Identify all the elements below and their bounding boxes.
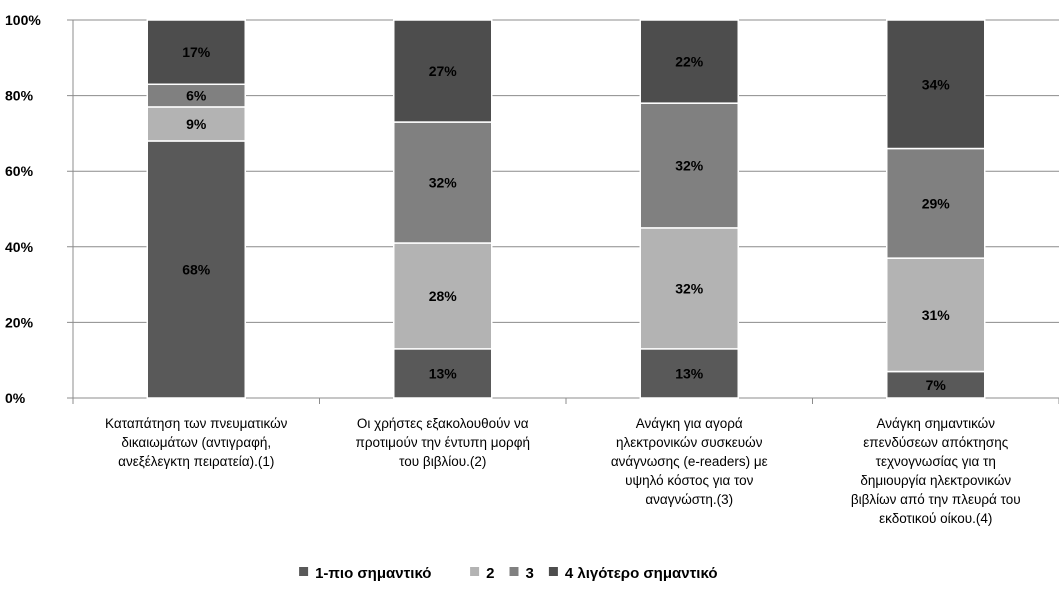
bar-segment: [639, 348, 739, 399]
y-tick-label: 20%: [5, 314, 34, 330]
bar-segment: [639, 102, 739, 229]
data-label: 22%: [675, 54, 704, 70]
x-category-label: ηλεκτρονικών συσκευών: [616, 435, 763, 450]
data-label: 13%: [675, 365, 704, 381]
bar-segment: [886, 147, 986, 259]
y-tick-label: 80%: [5, 88, 34, 104]
x-category-label: Ανάγκη για αγορά: [636, 416, 743, 431]
x-category-label: επενδύσεων απόκτησης: [863, 435, 1008, 450]
x-category-label: τεχνογνωσίας για τη: [876, 454, 996, 469]
data-label: 32%: [675, 280, 704, 296]
y-tick-label: 40%: [5, 239, 34, 255]
bar-segment: [393, 19, 493, 123]
data-labels-group: 68% 9% 6% 17% 13% 28% 32% 27% 13% 32% 32% 22% 7% 31% 2…: [182, 44, 950, 393]
bar-segment: [393, 121, 493, 244]
bar-segment: [146, 106, 246, 142]
legend: 1-πιο σημαντικό 2 3 4 λιγότερο σημαντικό: [299, 565, 717, 582]
bar-segment: [886, 257, 986, 373]
data-label: 29%: [922, 195, 951, 211]
data-label: 32%: [429, 175, 458, 191]
x-category-label: του βιβλίου.(2): [399, 454, 486, 469]
bar-segment: [639, 227, 739, 350]
legend-label: 3: [526, 565, 534, 582]
legend-label: 4 λιγότερο σημαντικό: [565, 565, 718, 582]
x-category-label: βιβλίων από την πλευρά του: [851, 492, 1021, 507]
bar-segment: [393, 242, 493, 350]
x-category-label: υψηλό κόστος για τον: [625, 473, 754, 488]
legend-label: 1-πιο σημαντικό: [315, 565, 431, 582]
data-label: 7%: [926, 377, 947, 393]
x-category-label: δημιουργία ηλεκτρονικών: [860, 473, 1011, 488]
x-category-label: ανεξέλεγκτη πειρατεία).(1): [118, 454, 274, 469]
legend-swatch: [509, 567, 519, 576]
data-label: 17%: [182, 44, 211, 60]
y-tick-label: 60%: [5, 163, 34, 179]
y-tick-label: 100%: [5, 12, 41, 28]
y-tick-label: 0%: [5, 390, 26, 406]
x-category-label: εκδοτικού οίκου.(4): [879, 511, 992, 526]
legend-swatch: [548, 567, 558, 576]
y-axis: 0% 20% 40% 60% 80% 100%: [5, 12, 74, 406]
bars-group: [146, 19, 986, 399]
bar-segment: [886, 370, 986, 399]
x-axis: Καταπάτηση των πνευματικών δικαιωμάτων (α…: [72, 398, 1059, 526]
bar-segment: [393, 348, 493, 399]
x-category-label: αναγνώστη.(3): [645, 492, 733, 507]
data-label: 34%: [922, 76, 951, 92]
bar-segment: [639, 19, 739, 104]
data-label: 31%: [922, 307, 951, 323]
data-label: 27%: [429, 63, 458, 79]
legend-swatch: [470, 567, 480, 576]
x-category-label: δικαιωμάτων (αντιγραφή,: [121, 435, 271, 450]
data-label: 28%: [429, 288, 458, 304]
legend-swatch: [299, 567, 309, 576]
bar-segment: [886, 19, 986, 150]
data-label: 13%: [429, 365, 458, 381]
legend-label: 2: [486, 565, 494, 582]
x-category-label: προτιμούν την έντυπη μορφή: [356, 435, 530, 450]
x-category-label: Καταπάτηση των πνευματικών: [105, 416, 288, 431]
x-category-label: ανάγνωσης (e-readers) με: [611, 454, 768, 469]
data-label: 9%: [186, 116, 207, 132]
data-label: 6%: [186, 88, 207, 104]
x-category-label: Οι χρήστες εξακολουθούν να: [357, 416, 529, 431]
data-label: 32%: [675, 158, 704, 174]
x-category-label: Ανάγκη σημαντικών: [877, 416, 996, 431]
bar-segment: [146, 19, 246, 86]
data-label: 68%: [182, 261, 211, 277]
bar-segment: [146, 140, 246, 399]
